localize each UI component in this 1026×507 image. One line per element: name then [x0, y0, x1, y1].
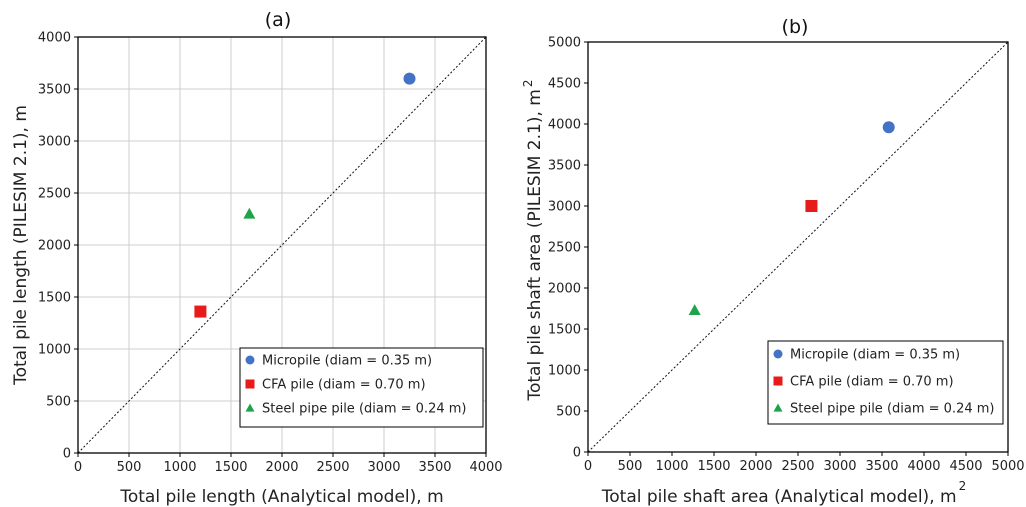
- chart-a-legend-box: [239, 347, 484, 428]
- x-tick-label: 2000: [265, 460, 298, 475]
- y-tick-label: 3000: [38, 135, 71, 150]
- y-tick-label: 4000: [38, 31, 71, 46]
- data-point-circle: [882, 121, 895, 134]
- chart-a-legend: Micropile (diam = 0.35 m) CFA pile (diam …: [239, 347, 484, 428]
- x-tick-label: 1000: [163, 460, 196, 475]
- legend-marker-square: [773, 376, 783, 386]
- y-tick-label: 1000: [38, 343, 71, 358]
- chart-b-reference-line: [587, 41, 1009, 453]
- x-tick-label: 3500: [865, 459, 898, 474]
- legend-label: Steel pipe pile (diam = 0.24 m): [262, 402, 466, 417]
- legend-marker-circle: [245, 355, 255, 365]
- y-tick-label: 3000: [548, 200, 581, 215]
- x-tick-label: 2000: [739, 459, 772, 474]
- legend-label: Micropile (diam = 0.35 m): [790, 348, 960, 363]
- chart-b-x-axis-label: Total pile shaft area (Analytical model)…: [601, 479, 966, 507]
- chart-b: (b) 0 500 1000 1500 2000 2500 3000 3500 4000 4500…: [521, 16, 1025, 507]
- data-point-triangle: [243, 207, 256, 219]
- y-tick-label: 500: [556, 405, 581, 420]
- chart-b-y-axis-label-text: Total pile shaft area (PILESIM 2.1), m: [525, 89, 545, 401]
- x-tick-label: 4000: [469, 460, 502, 475]
- x-tick-label: 3000: [823, 459, 856, 474]
- x-tick-label: 4500: [949, 459, 982, 474]
- x-tick-label: 1500: [214, 460, 247, 475]
- y-tick-label: 4500: [548, 77, 581, 92]
- chart-b-points: [688, 121, 895, 315]
- y-tick-label: 4000: [548, 118, 581, 133]
- y-tick-label: 3500: [38, 83, 71, 98]
- x-tick-label: 500: [117, 460, 142, 475]
- y-tick-label: 0: [573, 446, 581, 461]
- x-tick-label: 0: [584, 459, 592, 474]
- y-tick-label: 2000: [548, 282, 581, 297]
- chart-b-y-axis-label: Total pile shaft area (PILESIM 2.1), m2: [521, 80, 545, 402]
- y-tick-label: 2500: [38, 187, 71, 202]
- x-tick-label: 2500: [781, 459, 814, 474]
- chart-b-x-axis-label-sup: 2: [959, 479, 967, 493]
- x-tick-label: 500: [618, 459, 643, 474]
- x-tick-label: 3500: [418, 460, 451, 475]
- chart-b-x-axis-label-text: Total pile shaft area (Analytical model)…: [601, 487, 957, 507]
- legend-marker-square: [245, 379, 255, 389]
- x-tick-label: 0: [74, 460, 82, 475]
- y-tick-label: 2000: [38, 239, 71, 254]
- legend-marker-triangle: [245, 403, 255, 412]
- y-tick-label: 1000: [548, 364, 581, 379]
- y-tick-label: 1500: [38, 291, 71, 306]
- chart-a-y-axis-label: Total pile length (PILESIM 2.1), m: [11, 105, 31, 386]
- y-tick-label: 500: [46, 395, 71, 410]
- legend-marker-triangle: [773, 403, 783, 412]
- x-tick-label: 3000: [367, 460, 400, 475]
- chart-a-x-axis-label: Total pile length (Analytical model), m: [119, 487, 443, 507]
- y-tick-label: 0: [63, 447, 71, 462]
- chart-b-y-axis-label-sup: 2: [521, 80, 535, 88]
- chart-b-y-ticks: 0 500 1000 1500 2000 2500 3000 3500 4000 4500 5000: [548, 36, 588, 461]
- chart-b-legend: Micropile (diam = 0.35 m) CFA pile (diam …: [767, 340, 1004, 425]
- y-tick-label: 5000: [548, 36, 581, 51]
- x-tick-label: 5000: [991, 459, 1024, 474]
- chart-a-title: (a): [265, 9, 291, 31]
- y-tick-label: 3500: [548, 159, 581, 174]
- x-tick-label: 2500: [316, 460, 349, 475]
- legend-label: Steel pipe pile (diam = 0.24 m): [790, 402, 994, 417]
- x-tick-label: 1500: [697, 459, 730, 474]
- data-point-square: [805, 200, 818, 212]
- data-point-circle: [403, 72, 416, 85]
- chart-b-x-ticks: 0 500 1000 1500 2000 2500 3000 3500 4000 4500 5000: [584, 452, 1025, 474]
- legend-label: CFA pile (diam = 0.70 m): [790, 375, 954, 390]
- legend-label: CFA pile (diam = 0.70 m): [262, 378, 426, 393]
- legend-label: Micropile (diam = 0.35 m): [262, 354, 432, 369]
- legend-marker-circle: [773, 349, 783, 359]
- data-point-square: [194, 305, 207, 318]
- chart-b-title: (b): [782, 16, 809, 38]
- data-point-triangle: [688, 304, 701, 315]
- chart-a-points: [194, 72, 416, 318]
- x-tick-label: 4000: [907, 459, 940, 474]
- chart-b-legend-box: [767, 340, 1004, 425]
- x-tick-label: 1000: [655, 459, 688, 474]
- chart-a-y-ticks: 0 500 1000 1500 2000 2500 3000 3500 4000: [38, 31, 78, 462]
- chart-a: (a) 0 500 1000 1500 2000 2500 3000 3500 4000 0 50…: [11, 9, 503, 507]
- chart-a-x-ticks: 0 500 1000 1500 2000 2500 3000 3500 4000: [74, 453, 503, 475]
- y-tick-label: 2500: [548, 241, 581, 256]
- chart-a-reference-line: [77, 36, 487, 454]
- y-tick-label: 1500: [548, 323, 581, 338]
